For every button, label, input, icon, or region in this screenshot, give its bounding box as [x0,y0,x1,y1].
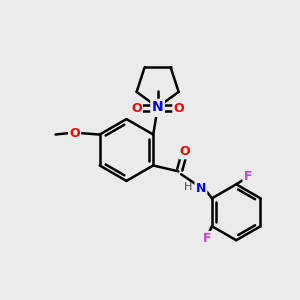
Text: N: N [196,182,206,195]
Text: O: O [131,101,142,115]
Text: F: F [203,232,212,245]
Text: F: F [244,169,252,183]
Text: O: O [173,101,184,115]
Text: O: O [69,127,80,140]
Text: O: O [180,145,190,158]
Text: H: H [184,182,193,192]
Text: S: S [152,100,163,116]
Text: N: N [152,100,164,114]
